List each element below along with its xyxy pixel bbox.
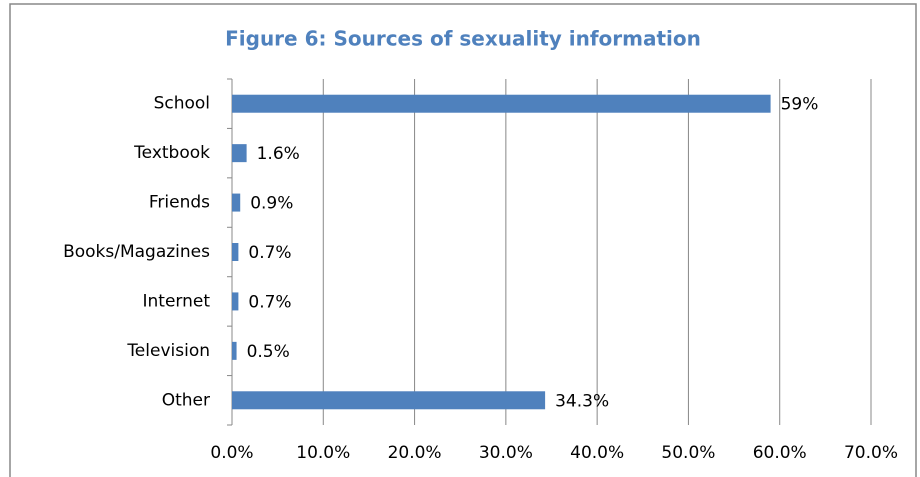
data-label: 34.3% [555,391,609,411]
x-tick-label: 0.0% [210,443,253,463]
x-tick-label: 10.0% [296,443,350,463]
x-tick-label: 50.0% [661,443,715,463]
bar [232,144,247,163]
bar [232,292,239,311]
data-label: 1.6% [257,144,300,164]
y-tick-label: Friends [149,193,210,213]
data-label: 0.5% [247,342,290,362]
y-tick-label: Textbook [133,143,210,163]
y-tick-label: School [154,94,210,114]
data-label: 0.7% [248,243,291,263]
x-tick-label: 30.0% [479,443,533,463]
chart-title: Figure 6: Sources of sexuality informati… [225,27,701,51]
bar [232,341,237,360]
bar [232,193,241,212]
x-tick-label: 70.0% [844,443,898,463]
x-tick-label: 20.0% [388,443,442,463]
x-tick-label: 40.0% [570,443,624,463]
x-tick-label: 60.0% [753,443,807,463]
bar [232,243,239,261]
data-label: 0.7% [248,292,291,312]
y-tick-label: Television [126,341,210,361]
data-label: 0.9% [250,194,293,214]
y-tick-label: Other [162,390,210,410]
y-tick-label: Books/Magazines [63,242,210,262]
y-tick-label: Internet [142,291,210,311]
data-label: 59% [781,95,819,115]
bar [232,94,771,113]
bar [232,391,546,410]
